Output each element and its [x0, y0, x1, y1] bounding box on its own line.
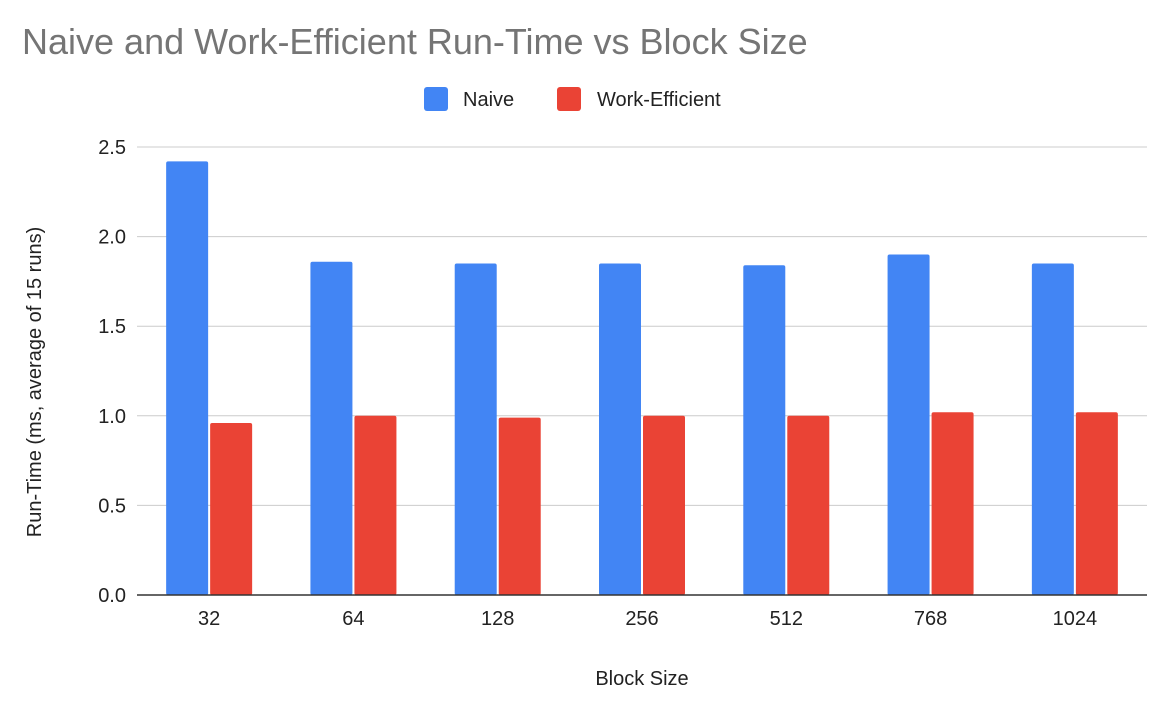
gridlines — [137, 146, 1147, 506]
bar-naive-512 — [743, 265, 786, 595]
y-tick-label: 0.5 — [98, 495, 126, 517]
x-tick-label: 32 — [198, 608, 220, 630]
x-tick-label: 1024 — [1053, 608, 1098, 630]
legend: Naive Work-Efficient — [424, 87, 721, 111]
y-tick-label: 1.0 — [98, 406, 126, 428]
y-tick-label: 0.0 — [98, 585, 126, 607]
y-tick-label: 2.0 — [98, 227, 126, 249]
bars — [137, 161, 1147, 596]
bar-work-efficient-256 — [643, 415, 685, 595]
bar-naive-256 — [599, 263, 641, 595]
bar-work-efficient-512 — [787, 415, 830, 595]
legend-label-work-efficient: Work-Efficient — [597, 89, 721, 111]
x-tick-label: 256 — [625, 608, 658, 630]
bar-naive-768 — [887, 254, 930, 595]
x-tick-label: 64 — [342, 608, 364, 630]
bar-work-efficient-64 — [354, 415, 397, 595]
bar-work-efficient-32 — [210, 422, 253, 595]
x-axis-label: Block Size — [595, 668, 688, 690]
bar-naive-128 — [454, 263, 497, 595]
chart-title: Naive and Work-Efficient Run-Time vs Blo… — [22, 21, 808, 62]
x-tick-labels: 32 64 128 256 512 768 1024 — [198, 608, 1097, 630]
bar-work-efficient-768 — [931, 412, 974, 595]
bar-naive-1024 — [1031, 263, 1074, 595]
x-tick-label: 512 — [770, 608, 803, 630]
y-tick-labels: 0.0 0.5 1.0 1.5 2.0 2.5 — [98, 137, 126, 607]
y-tick-label: 1.5 — [98, 316, 126, 338]
legend-label-naive: Naive — [463, 89, 514, 111]
bar-work-efficient-1024 — [1075, 412, 1118, 595]
legend-swatch-naive — [424, 87, 448, 111]
y-axis-label: Run-Time (ms, average of 15 runs) — [24, 227, 46, 537]
y-tick-label: 2.5 — [98, 137, 126, 159]
bar-work-efficient-128 — [498, 417, 541, 595]
x-tick-label: 128 — [481, 608, 514, 630]
legend-swatch-work-efficient — [557, 87, 581, 111]
bar-naive-32 — [166, 161, 209, 595]
x-tick-label: 768 — [914, 608, 947, 630]
bar-naive-64 — [310, 261, 353, 595]
